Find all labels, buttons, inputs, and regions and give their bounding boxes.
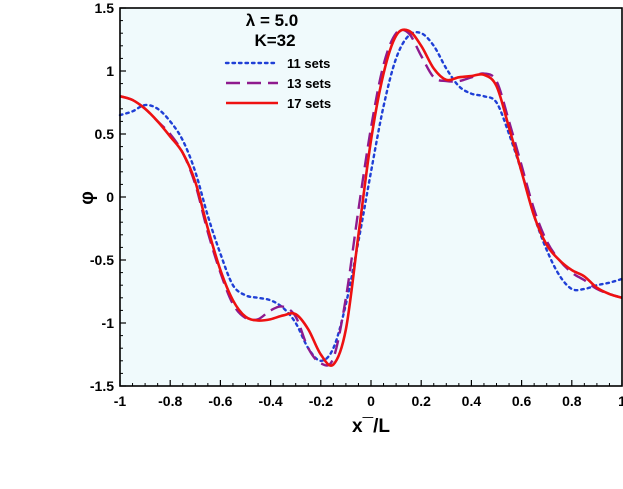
x-tick-label: 0.6 <box>512 393 532 409</box>
x-tick-labels: -1 -0.8 -0.6 -0.4 -0.2 0 0.2 0.4 0.6 0.8 1 <box>114 393 623 409</box>
y-tick-label: -1.5 <box>90 378 114 394</box>
x-tick-label: -0.8 <box>158 393 182 409</box>
y-tick-label: 1.5 <box>95 0 115 16</box>
legend-label-1: 11 sets <box>287 56 330 71</box>
legend-label-2: 13 sets <box>287 76 331 91</box>
x-axis-title: x¯/L <box>352 416 390 437</box>
plot-background <box>120 8 622 386</box>
y-tick-label: 0.5 <box>95 126 115 142</box>
x-tick-label: 0.2 <box>411 393 431 409</box>
x-tick-label: 0.4 <box>462 393 482 409</box>
x-tick-label: 0 <box>367 393 375 409</box>
y-axis-title: φ <box>77 191 98 205</box>
x-tick-label: -0.4 <box>259 393 283 409</box>
series-line-3 <box>119 28 623 367</box>
y-tick-label: -1 <box>102 315 115 331</box>
x-tick-label: -0.2 <box>309 393 333 409</box>
series-line-2 <box>119 28 623 367</box>
legend: 11 sets 13 sets 17 sets <box>224 56 331 111</box>
x-tick-label: 1 <box>618 393 623 409</box>
x-tick-label: 0.8 <box>562 393 582 409</box>
y-tick-label: -0.5 <box>90 252 114 268</box>
x-tick-label: -0.6 <box>208 393 232 409</box>
x-tick-label: -1 <box>114 393 127 409</box>
annotation-k: K=32 <box>254 31 295 50</box>
legend-label-3: 17 sets <box>287 96 331 111</box>
annotation-lambda: λ = 5.0 <box>246 11 298 30</box>
y-tick-label: 0 <box>106 189 114 205</box>
series-layer <box>118 28 623 367</box>
y-tick-labels: 1.5 1 0.5 0 -0.5 -1 -1.5 <box>90 0 114 394</box>
plot-frame <box>119 7 623 387</box>
y-tick-label: 1 <box>106 63 114 79</box>
